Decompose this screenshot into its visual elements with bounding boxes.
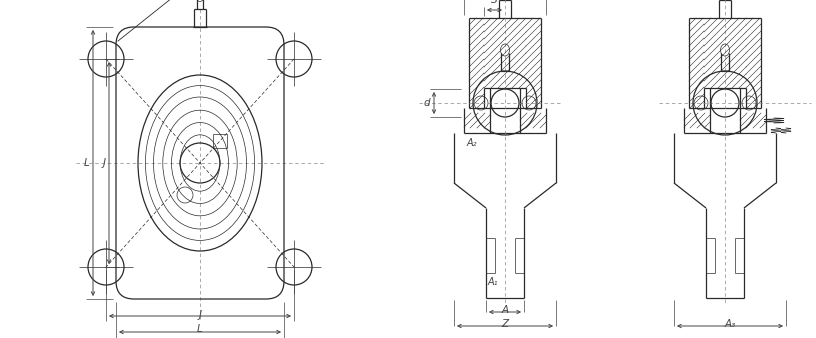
Text: A₃: A₃ [725,319,736,329]
Text: L: L [197,324,203,334]
Text: A₁: A₁ [488,277,499,287]
Text: A: A [502,305,508,315]
Text: d: d [424,98,430,108]
Text: L: L [83,158,89,168]
Bar [213,134,227,148]
Text: J: J [103,158,106,168]
Text: J: J [198,310,202,320]
Text: Z: Z [502,319,508,329]
Text: A₂: A₂ [467,138,477,148]
Text: S: S [491,0,498,5]
